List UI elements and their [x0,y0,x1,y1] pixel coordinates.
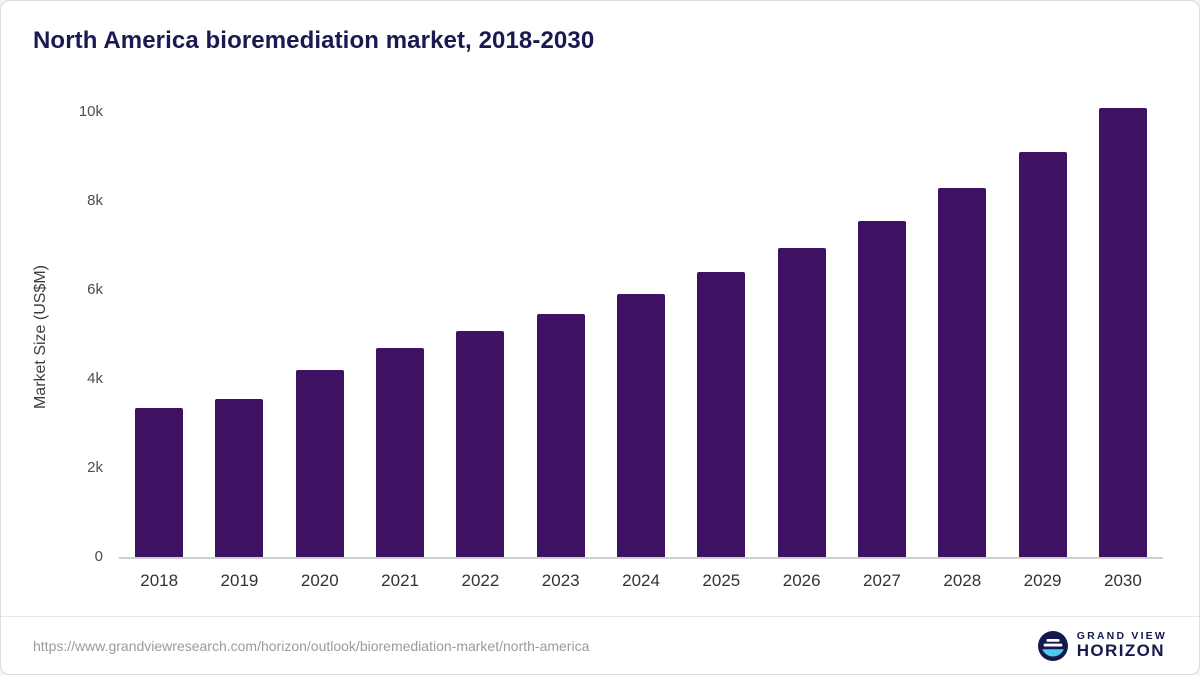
bar-2027[interactable] [857,221,906,557]
y-tick-label-4k: 4k [87,370,103,387]
x-tick-label-2022: 2022 [461,571,500,590]
bar-group [280,114,360,557]
x-tick-label-2025: 2025 [702,571,741,590]
bar-2029[interactable] [1018,152,1067,557]
bar-group [119,114,199,557]
y-axis-title: Market Size (US$M) [32,264,49,410]
bar-group [360,114,440,557]
x-tick-label-2026: 2026 [782,571,821,590]
brand-name-top: GRAND VIEW [1076,630,1167,643]
bar-2030[interactable] [1098,108,1147,557]
y-tick-label-10k: 10k [78,103,103,120]
x-tick-label-2021: 2021 [381,571,419,590]
plot-area: 0 2k 4k 6k 8k 10k [79,103,1163,565]
bar-group [440,114,520,557]
footer: https://www.grandviewresearch.com/horizo… [1,616,1199,674]
bar-group [521,114,601,557]
x-tick-label-2028: 2028 [943,571,982,590]
x-tick-label-2029: 2029 [1023,571,1062,590]
brand-name-bottom: HORIZON [1076,641,1165,661]
bar-group [681,114,761,557]
bar-group [199,114,279,557]
bar-group [1002,114,1082,557]
bar-2028[interactable] [938,188,987,557]
bar-2024[interactable] [617,294,666,557]
bar-2021[interactable] [376,348,425,557]
y-tick-label-8k: 8k [87,192,103,209]
source-url: https://www.grandviewresearch.com/horizo… [33,637,590,654]
bar-group [842,114,922,557]
bar-2018[interactable] [135,408,184,557]
x-tick-label-2019: 2019 [220,571,259,590]
bar-group [762,114,842,557]
x-axis-labels: 2018 2019 2020 2021 2022 2023 2024 2025 2026 2027… [119,571,1163,591]
bar-2026[interactable] [777,248,826,557]
bar-2019[interactable] [215,399,264,557]
bar-group [1083,108,1163,557]
bar-group [601,114,681,557]
brand-logo: GRAND VIEW HORIZON [1037,630,1167,661]
bars [119,108,1163,557]
bar-2022[interactable] [456,331,505,557]
x-tick-label-2020: 2020 [300,571,339,590]
bar-group [922,114,1002,557]
bar-2023[interactable] [536,314,585,557]
y-tick-label-2k: 2k [87,459,103,476]
x-tick-label-2023: 2023 [541,571,580,590]
horizon-logo-icon [1037,630,1068,661]
x-tick-label-2024: 2024 [622,571,660,590]
y-tick-label-0: 0 [94,548,103,565]
x-tick-label-2027: 2027 [863,571,901,590]
y-tick-label-6k: 6k [87,281,103,298]
bar-2025[interactable] [697,272,746,557]
chart: 0 2k 4k 6k 8k 10k 2018 2019 2020 2021 2022 2023 202… [79,103,1163,591]
x-tick-label-2030: 2030 [1103,571,1142,590]
bar-2020[interactable] [295,370,344,557]
page-title: North America bioremediation market, 201… [33,27,595,54]
brand-text: GRAND VIEW HORIZON [1077,631,1167,660]
x-tick-label-2018: 2018 [140,571,179,590]
